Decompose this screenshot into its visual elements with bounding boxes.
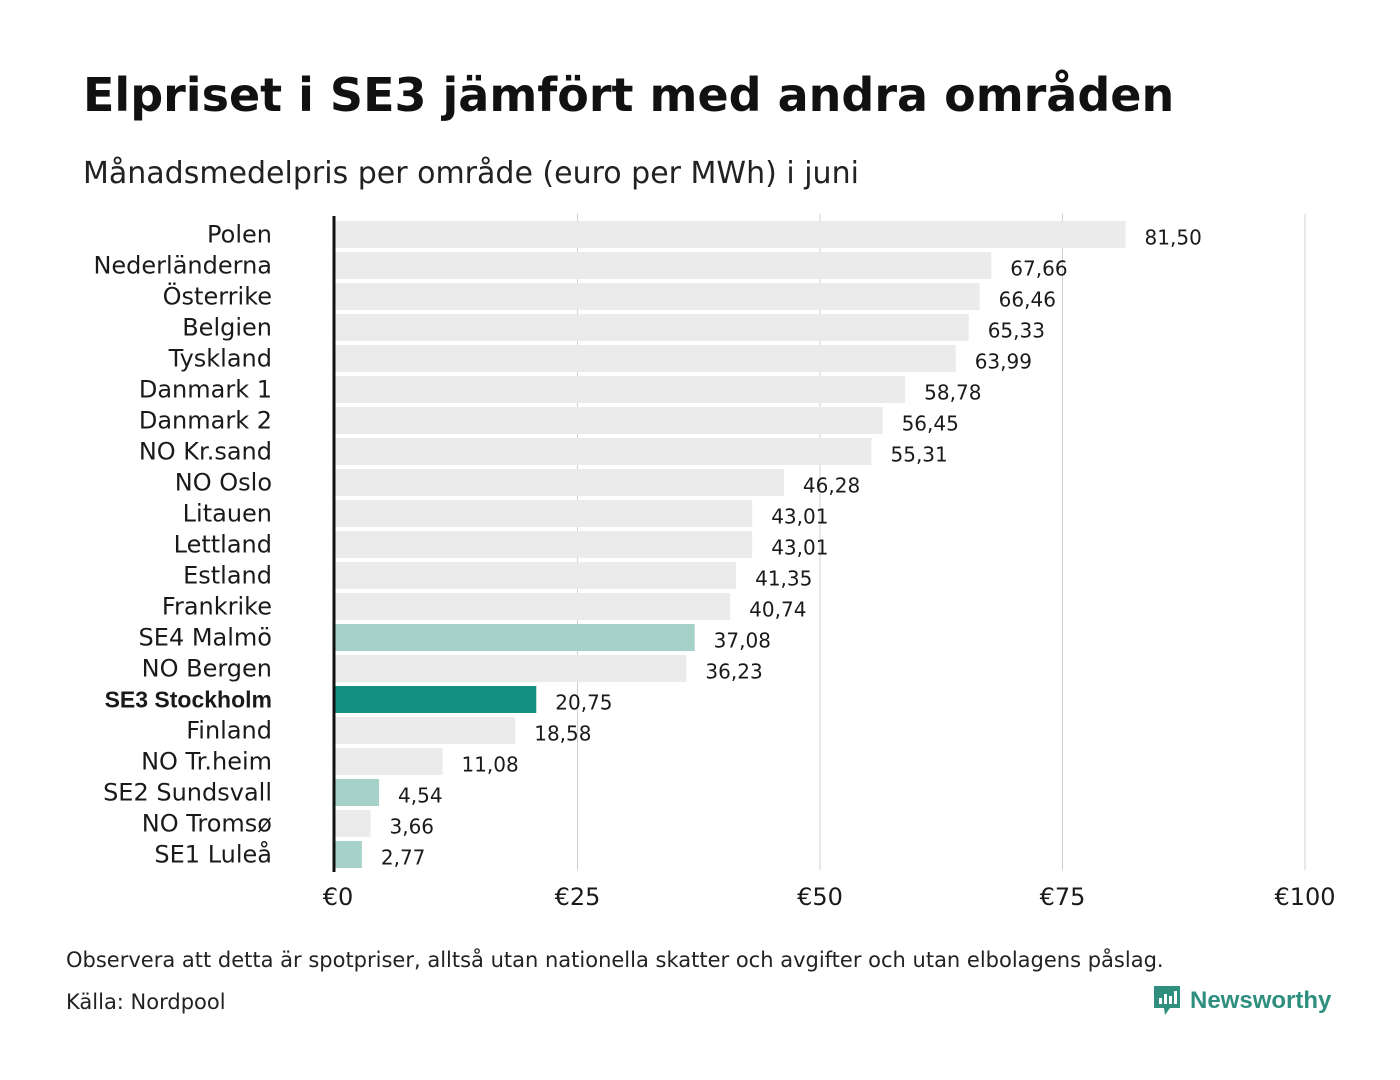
bar [335, 562, 737, 589]
value-label: 67,66 [1010, 257, 1067, 281]
bar [335, 345, 956, 372]
value-label: 40,74 [749, 598, 806, 622]
x-tick-label: €75 [1040, 883, 1086, 911]
value-label: 46,28 [803, 474, 860, 498]
bar [335, 655, 687, 682]
value-label: 4,54 [398, 784, 443, 808]
bar [335, 717, 516, 744]
x-tick-label: €100 [1274, 883, 1335, 911]
category-label: Österrike [163, 282, 272, 311]
bar [335, 438, 872, 465]
category-label: NO Bergen [142, 655, 272, 683]
category-label: Tyskland [168, 345, 272, 373]
value-label: 63,99 [975, 350, 1032, 374]
value-label: 58,78 [924, 381, 981, 405]
value-label: 2,77 [381, 846, 426, 870]
newsworthy-logo-icon [1154, 986, 1180, 1015]
bar [335, 748, 443, 775]
bar [335, 283, 980, 310]
value-label: 11,08 [461, 753, 518, 777]
bar [335, 221, 1126, 248]
category-label: Danmark 2 [139, 407, 272, 435]
bar [335, 376, 906, 403]
category-label: Polen [207, 221, 272, 249]
category-label: Litauen [183, 500, 272, 528]
value-label: 55,31 [891, 443, 948, 467]
chart-subtitle: Månadsmedelpris per område (euro per MWh… [83, 156, 859, 191]
category-label: NO Tr.heim [141, 748, 272, 776]
category-label: Frankrike [162, 593, 272, 621]
value-label: 43,01 [771, 505, 828, 529]
x-tick-label: €50 [797, 883, 843, 911]
footnote: Observera att detta är spotpriser, allts… [66, 948, 1164, 972]
bar [335, 810, 371, 837]
value-label: 3,66 [390, 815, 435, 839]
newsworthy-brand: Newsworthy [1152, 984, 1331, 1018]
value-label: 43,01 [771, 536, 828, 560]
value-label: 41,35 [755, 567, 812, 591]
value-label: 56,45 [902, 412, 959, 436]
bar [335, 314, 969, 341]
category-label: NO Oslo [175, 469, 272, 497]
category-label: Finland [186, 717, 272, 745]
bar-chart: Polen 81,50 Nederländerna 67,66 Österrike 66,… [93, 214, 1336, 911]
value-label: 36,23 [705, 660, 762, 684]
bar [335, 252, 992, 279]
category-label: Belgien [182, 314, 272, 342]
bar [335, 531, 753, 558]
bar [335, 624, 695, 651]
category-label: Nederländerna [93, 252, 272, 280]
category-label: SE2 Sundsvall [103, 779, 272, 807]
bar [335, 500, 753, 527]
bar [335, 841, 362, 868]
category-label: Estland [183, 562, 272, 590]
category-label: Lettland [174, 531, 272, 559]
bar [335, 469, 784, 496]
value-label: 66,46 [999, 288, 1056, 312]
category-label: NO Kr.sand [139, 438, 272, 466]
category-label: SE4 Malmö [139, 624, 272, 652]
bar [335, 407, 883, 434]
x-tick-label: €0 [323, 883, 354, 911]
category-label: SE1 Luleå [154, 840, 272, 869]
value-label: 81,50 [1145, 226, 1202, 250]
bar [335, 779, 380, 806]
bar [335, 686, 537, 713]
value-label: 18,58 [534, 722, 591, 746]
value-label: 65,33 [988, 319, 1045, 343]
bar [335, 593, 731, 620]
chart-title: Elpriset i SE3 jämfört med andra områden [83, 68, 1175, 122]
value-label: 20,75 [555, 691, 612, 715]
brand-name: Newsworthy [1190, 987, 1332, 1014]
value-label: 37,08 [714, 629, 771, 653]
category-label: Danmark 1 [139, 376, 272, 404]
category-label: NO Tromsø [142, 810, 272, 838]
category-label: SE3 Stockholm [105, 687, 272, 713]
source-credit: Källa: Nordpool [66, 990, 226, 1014]
x-tick-label: €25 [555, 883, 601, 911]
